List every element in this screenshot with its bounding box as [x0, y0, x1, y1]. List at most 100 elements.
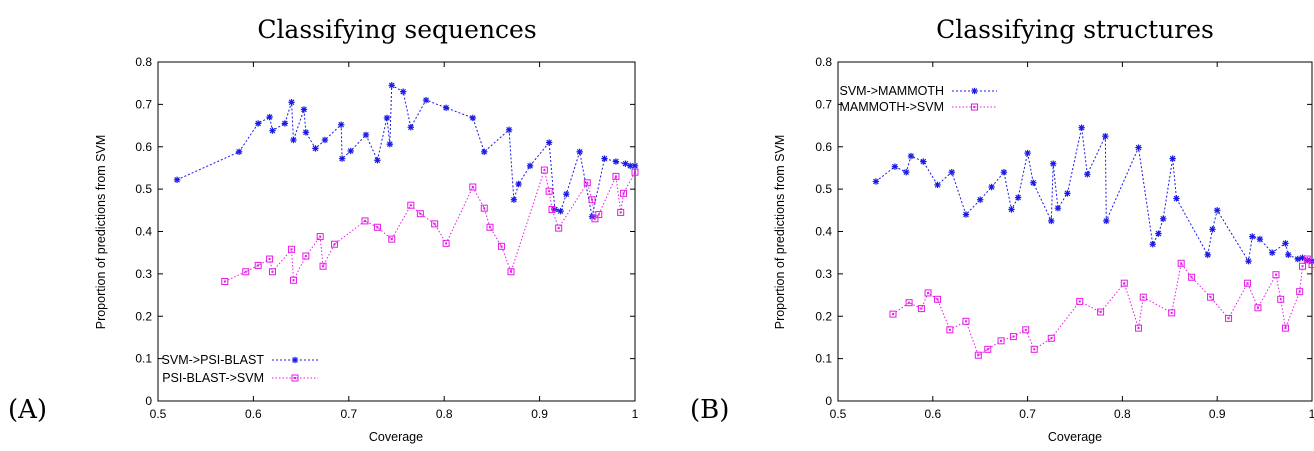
data-point [1022, 326, 1030, 334]
series-line-1 [875, 127, 1313, 263]
data-point [920, 158, 927, 165]
y-tick-label: 0.3 [135, 267, 152, 281]
data-point [321, 136, 329, 144]
data-point [288, 99, 295, 106]
y-tick-label: 0.6 [815, 140, 832, 154]
data-point [407, 201, 415, 209]
data-point [526, 162, 534, 170]
data-point [289, 276, 297, 284]
data-point [997, 337, 1005, 345]
data-point [612, 158, 620, 165]
panel-a-legend-samples [272, 356, 318, 382]
data-point [1285, 251, 1292, 259]
data-point [1303, 255, 1311, 263]
data-point [281, 120, 289, 127]
data-point [269, 127, 276, 134]
data-point [1047, 334, 1055, 342]
panel-a-x-axis-label: Coverage [369, 430, 423, 444]
y-tick-label: 0.5 [135, 182, 152, 196]
x-tick-label: 0.8 [436, 407, 453, 421]
data-point [383, 114, 391, 122]
data-point [431, 220, 439, 228]
data-point [1245, 257, 1252, 265]
data-point [557, 207, 564, 215]
data-point [1294, 255, 1301, 263]
panel-b-legend: SVM->MAMMOTH MAMMOTH->SVM [839, 84, 997, 114]
data-point [515, 180, 522, 188]
y-tick-label: 0.7 [135, 97, 152, 111]
data-point [617, 208, 625, 216]
data-point [1049, 160, 1057, 167]
data-point [620, 189, 628, 197]
data-point [442, 239, 450, 247]
data-point [268, 268, 276, 276]
panel-b-legend-samples [952, 87, 997, 111]
x-tick-label: 0.5 [830, 407, 847, 421]
data-point [1078, 124, 1085, 131]
data-point [388, 235, 396, 243]
panel-a-series [173, 82, 639, 286]
data-point [416, 210, 424, 218]
series-line-2 [224, 168, 636, 283]
data-point [1097, 308, 1105, 316]
y-tick-label: 0 [825, 394, 832, 408]
data-point [1281, 324, 1289, 332]
data-point [422, 96, 430, 104]
data-point [1173, 195, 1180, 202]
data-point [1000, 168, 1008, 176]
y-tick-label: 0.1 [815, 352, 832, 366]
data-point [235, 148, 243, 156]
y-tick-label: 0.2 [815, 309, 832, 323]
data-point [907, 152, 915, 160]
data-point [1030, 345, 1038, 353]
data-point [319, 262, 327, 270]
data-point [1209, 226, 1216, 233]
data-point [548, 205, 556, 213]
data-point [1244, 279, 1252, 287]
data-point [1076, 297, 1084, 305]
data-point [1135, 144, 1142, 151]
data-point [576, 148, 583, 156]
data-point [362, 131, 370, 139]
data-point [563, 191, 570, 198]
data-point [540, 166, 548, 174]
data-point [1308, 261, 1314, 269]
legend-marker [291, 374, 299, 382]
y-tick-label: 0.3 [815, 267, 832, 281]
data-point [889, 310, 897, 318]
data-point [588, 196, 596, 204]
data-point [338, 155, 346, 162]
data-point [254, 261, 262, 269]
data-point [312, 145, 319, 152]
data-point [545, 139, 553, 146]
data-point [1249, 233, 1256, 240]
data-point [1207, 293, 1215, 301]
data-point [1155, 230, 1162, 237]
data-point [266, 113, 273, 121]
data-point [337, 121, 345, 128]
data-point [242, 268, 250, 276]
y-tick-label: 0.6 [135, 140, 152, 154]
data-point [1159, 215, 1167, 222]
data-point [984, 345, 992, 353]
data-point [480, 204, 488, 212]
panel-a-legend-label-0: SVM->PSI-BLAST [162, 353, 265, 367]
data-point [486, 223, 494, 231]
data-point [347, 147, 354, 155]
panel-b-title: Classifying structures [936, 15, 1214, 44]
data-point [555, 224, 563, 232]
panel-a-title: Classifying sequences [257, 15, 536, 44]
data-point [934, 295, 942, 303]
data-point [388, 82, 395, 89]
panel-b-x-axis-label: Coverage [1048, 430, 1102, 444]
data-point [1256, 235, 1264, 243]
data-point [1177, 259, 1185, 267]
data-point [1169, 155, 1176, 162]
data-point [1014, 194, 1022, 201]
panel-a-y-axis-label: Proportion of predictions from SVM [94, 135, 108, 330]
data-point [891, 163, 899, 170]
data-point [510, 196, 518, 203]
data-point [974, 351, 982, 359]
data-point [497, 242, 505, 250]
